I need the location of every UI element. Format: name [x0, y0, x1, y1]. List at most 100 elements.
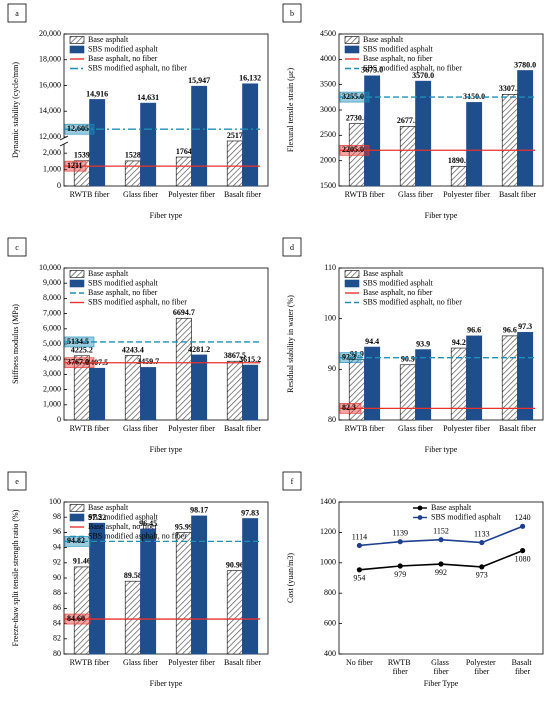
- y-axis-label: Cost (yuan/m3): [286, 553, 295, 603]
- value-label: 3615.2: [239, 355, 261, 364]
- bar: [364, 75, 381, 187]
- bar: [73, 566, 90, 655]
- legend-swatch: [69, 504, 85, 512]
- value-label: 3570.0: [412, 71, 434, 80]
- legend-label: SBS modified asphalt, no fiber: [363, 63, 462, 72]
- value-label: 3307.5: [499, 84, 521, 93]
- value-label: 4243.4: [122, 345, 144, 354]
- y-tick-label: 86: [53, 603, 61, 612]
- y-axis-label: Dynamic stability (cycle/mm): [11, 62, 20, 158]
- value-label: 2677.5: [397, 116, 419, 125]
- value-label: 2517: [227, 131, 243, 140]
- legend-label: SBS modified asphalt: [431, 512, 502, 521]
- bar: [399, 364, 416, 421]
- panel-label-box: [7, 237, 27, 257]
- x-tick-label: RWTB fiber: [70, 658, 110, 667]
- y-tick-label: 10,000: [39, 263, 61, 272]
- value-label: 1139: [392, 529, 408, 538]
- x-tick-label: RWTB fiber: [345, 190, 385, 199]
- point: [479, 539, 485, 546]
- reference-label-box: [339, 144, 370, 156]
- y-axis-label: Flexural tensile strain (με): [286, 68, 295, 153]
- value-label: 14,916: [86, 89, 108, 98]
- x-axis-label: Fiber Type: [424, 679, 459, 688]
- legend-label: SBS modified asphalt: [88, 44, 159, 53]
- y-tick-label: 16,000: [39, 80, 61, 89]
- x-tick-label: Polyester fiber: [168, 658, 215, 667]
- x-tick-label: Basalt fiber: [224, 424, 261, 433]
- bar: [175, 317, 192, 421]
- y-tick-label: 9,000: [43, 278, 61, 287]
- legend-swatch: [344, 279, 360, 288]
- value-label: 98.17: [190, 506, 208, 515]
- y-tick-label: 2500: [320, 130, 336, 139]
- x-axis-label: Fiber type: [425, 211, 458, 220]
- legend-label: Base asphalt: [88, 503, 129, 512]
- value-label: 97.22: [88, 513, 106, 522]
- legend-label: SBS modified asphalt: [363, 278, 434, 287]
- legend-label: SBS modified asphalt, no fiber: [88, 531, 187, 540]
- panel: d 80 90 100 110 Residual stability in water (…: [282, 237, 544, 454]
- y-tick-label: 800: [324, 588, 336, 597]
- legend-swatch: [69, 279, 85, 288]
- legend-label: SBS modified asphalt, no fiber: [88, 63, 187, 72]
- point: [438, 561, 444, 567]
- x-axis-label: Fiber type: [425, 445, 458, 454]
- x-tick-label: Basalt fiber: [499, 190, 536, 199]
- x-tick-label: Basalt fiber: [224, 190, 261, 199]
- bar: [191, 354, 208, 421]
- y-tick-label: 110: [324, 263, 336, 272]
- value-label: 4281.2: [188, 345, 210, 354]
- point: [520, 548, 526, 554]
- y-tick-label: 3,000: [43, 369, 61, 378]
- y-tick-label: 1000: [320, 558, 336, 567]
- x-tick-label: Polyester fiber: [443, 424, 490, 433]
- legend-label: Base asphalt: [88, 35, 129, 44]
- reference-label: 84.60: [67, 614, 85, 623]
- bar: [175, 532, 192, 655]
- value-label: 2730.0: [346, 114, 368, 123]
- x-tick-label: Glass fiber: [398, 190, 433, 199]
- legend-swatch: [344, 270, 360, 278]
- reference-label: 94.82: [67, 536, 85, 545]
- value-label: 6694.7: [173, 308, 195, 317]
- reference-label: 2205.0: [342, 145, 364, 154]
- y-tick-label: 4000: [320, 54, 336, 63]
- y-axis-label: Residual stability in water (%): [286, 295, 295, 393]
- value-label: 3867.5: [224, 351, 246, 360]
- y-tick-label: 94: [53, 542, 61, 551]
- value-label: 96.45: [139, 519, 157, 528]
- bar: [364, 346, 381, 421]
- y-tick-label: 88: [53, 588, 61, 597]
- x-tick-label: RWTB fiber: [345, 424, 385, 433]
- x-tick-label: Glass fiber: [123, 190, 158, 199]
- value-label: 91.46: [73, 557, 91, 566]
- y-tick-label: 5,000: [43, 339, 61, 348]
- y-tick-label: 90: [328, 364, 336, 373]
- bar: [242, 364, 259, 421]
- legend-swatch: [344, 45, 360, 54]
- reference-label-box: [64, 613, 91, 625]
- value-label: 16,132: [239, 74, 261, 83]
- x-tick-label: RWTB fiber: [388, 658, 413, 676]
- value-label: 15,947: [188, 76, 210, 85]
- value-label: 97.3: [518, 322, 532, 331]
- value-label: 94.4: [365, 337, 379, 346]
- legend-label: Base asphalt, no fiber: [88, 288, 158, 297]
- bar: [140, 528, 157, 655]
- legend-label: Base asphalt: [363, 269, 404, 278]
- y-tick-label: 14,000: [39, 106, 61, 115]
- point: [438, 537, 444, 543]
- value-label: 14,631: [137, 93, 159, 102]
- reference-label-box: [339, 403, 362, 414]
- point: [479, 564, 485, 570]
- plot-frame: [338, 267, 544, 421]
- bar: [517, 70, 534, 187]
- bar: [191, 515, 208, 655]
- bar: [89, 367, 106, 421]
- bar: [450, 165, 467, 187]
- y-tick-label: 92: [53, 558, 61, 567]
- point: [397, 539, 403, 545]
- x-tick-label: Basalt fiber: [499, 424, 536, 433]
- y-tick-label: 1500: [320, 181, 336, 190]
